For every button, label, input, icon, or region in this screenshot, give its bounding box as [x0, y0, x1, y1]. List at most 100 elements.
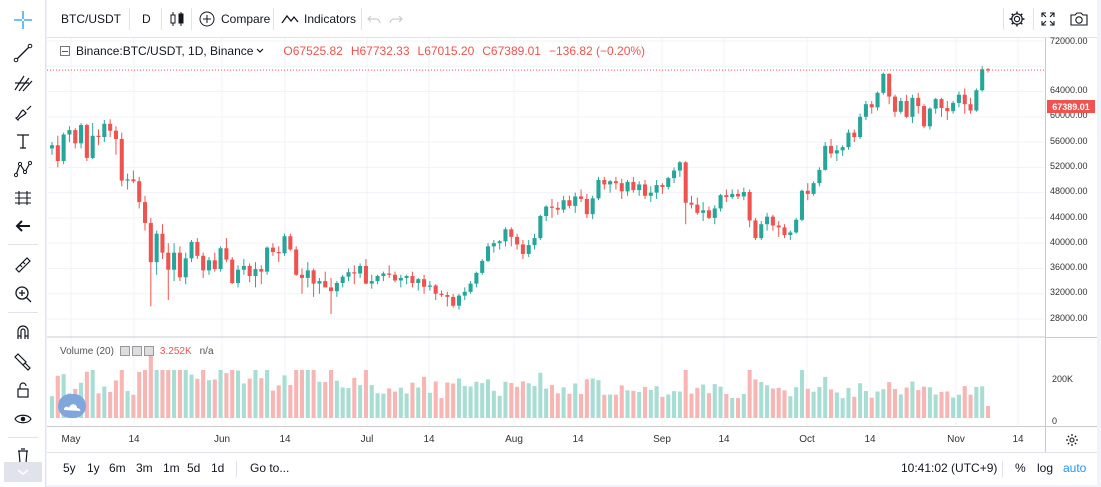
collapse-toolbar-button[interactable]: [4, 462, 42, 482]
candle-body: [358, 265, 363, 274]
interval-button[interactable]: D: [142, 7, 151, 31]
chart-canvas[interactable]: [47, 38, 1045, 426]
goto-button[interactable]: Go to...: [250, 461, 290, 475]
pitchfork-icon[interactable]: [8, 70, 38, 96]
volume-bar: [869, 397, 874, 418]
range-3m-button[interactable]: 3m: [136, 461, 153, 475]
volume-bar: [828, 389, 834, 418]
price-tick: 52000.00: [1050, 161, 1088, 171]
volume-bar: [706, 393, 711, 418]
crosshair-icon[interactable]: [8, 7, 38, 33]
volume-bar: [555, 393, 560, 418]
price-axis[interactable]: 72000.00 64000.00 60000.00 56000.00 5200…: [1045, 36, 1098, 426]
volume-bar: [910, 381, 915, 418]
range-5y-button[interactable]: 5y: [63, 461, 76, 475]
toolbar-divider: [273, 8, 274, 30]
range-1y-button[interactable]: 1y: [87, 461, 100, 475]
volume-remove-icon[interactable]: [143, 346, 154, 356]
candle-body: [846, 132, 851, 148]
brush-icon[interactable]: [8, 99, 38, 125]
lock-icon[interactable]: [8, 377, 38, 403]
candle-body: [491, 243, 496, 247]
candle-body: [811, 183, 816, 194]
range-1d-button[interactable]: 1d: [211, 461, 225, 475]
volume-bar: [224, 373, 229, 418]
candle-body: [236, 269, 241, 283]
zoom-in-icon[interactable]: [8, 281, 38, 307]
volume-bar: [753, 379, 758, 418]
range-5d-button[interactable]: 5d: [187, 461, 201, 475]
price-tick: 64000.00: [1050, 85, 1088, 95]
symbol-search-button[interactable]: BTC/USDT: [61, 7, 121, 31]
redo-button[interactable]: [389, 7, 403, 31]
volume-legend-ma: n/a: [199, 345, 214, 357]
fullscreen-button[interactable]: [1040, 7, 1056, 31]
legend-symbol[interactable]: Binance:BTC/USDT, 1D, Binance: [76, 44, 254, 58]
range-1m-button[interactable]: 1m: [163, 461, 180, 475]
pattern-icon[interactable]: [8, 156, 38, 182]
candle-body: [172, 252, 177, 270]
range-6m-button[interactable]: 6m: [109, 461, 126, 475]
magnet-icon[interactable]: [8, 319, 38, 345]
settings-button[interactable]: [1008, 7, 1026, 31]
indicators-button[interactable]: Indicators: [281, 7, 356, 31]
chart-pane[interactable]: [47, 38, 1045, 426]
chart-type-button[interactable]: [169, 7, 185, 31]
text-icon[interactable]: [8, 128, 38, 154]
candle-body: [544, 206, 549, 217]
candle-body: [637, 184, 642, 191]
percent-scale-button[interactable]: %: [1015, 461, 1026, 475]
snapshot-button[interactable]: [1069, 7, 1089, 31]
candle-body: [980, 69, 985, 91]
volume-bar: [922, 386, 927, 418]
volume-bar: [276, 385, 281, 418]
candle-body: [532, 238, 537, 246]
volume-bar: [230, 370, 235, 418]
candle-body: [247, 265, 252, 277]
ruler-icon[interactable]: [8, 252, 38, 278]
interval-label: D: [142, 12, 151, 26]
volume-bar: [358, 385, 363, 418]
candle-body: [363, 265, 368, 284]
candle-body: [765, 216, 770, 225]
auto-scale-button[interactable]: auto: [1063, 461, 1087, 475]
volume-bar: [596, 380, 601, 418]
axis-settings-button[interactable]: [1045, 426, 1097, 452]
undo-button[interactable]: [367, 7, 381, 31]
volume-bar: [584, 379, 589, 418]
candle-body: [433, 285, 438, 294]
compare-button[interactable]: Compare: [199, 7, 270, 31]
candle-body: [73, 130, 78, 144]
volume-bar: [823, 376, 828, 418]
chevron-down-icon[interactable]: [255, 47, 265, 55]
volume-bar: [683, 370, 688, 418]
broker-logo[interactable]: [58, 394, 86, 418]
volume-bar: [113, 380, 118, 418]
log-scale-button[interactable]: log: [1037, 461, 1054, 475]
eye-icon[interactable]: [8, 406, 38, 432]
pane-divider[interactable]: [1046, 337, 1098, 338]
volume-bar: [294, 370, 299, 418]
candle-body: [933, 99, 938, 109]
toolbar-divider: [1002, 461, 1003, 477]
stay-in-drawing-icon[interactable]: [8, 348, 38, 374]
candle-body: [317, 281, 322, 284]
prediction-icon[interactable]: [8, 185, 38, 211]
volume-bar: [427, 392, 432, 418]
volume-visibility-icon[interactable]: [119, 346, 130, 356]
candle-body: [666, 178, 671, 187]
candle-body: [329, 287, 334, 292]
legend-collapse-icon[interactable]: [60, 46, 70, 56]
price-tick: 72000.00: [1050, 36, 1088, 46]
time-axis[interactable]: May 14 Jun 14 Jul 14 Aug 14 Sep 14 Oct 1…: [47, 426, 1045, 452]
clock-display[interactable]: 10:41:02 (UTC+9): [901, 461, 998, 475]
volume-bar: [305, 370, 310, 418]
candle-body: [451, 296, 456, 306]
arrow-left-icon[interactable]: [8, 213, 38, 239]
candle-body: [497, 241, 502, 244]
volume-bar: [619, 385, 624, 418]
volume-legend-name[interactable]: Volume (20): [60, 345, 114, 357]
trend-line-icon[interactable]: [8, 40, 38, 66]
candle-body: [288, 236, 293, 250]
volume-settings-icon[interactable]: [131, 346, 142, 356]
